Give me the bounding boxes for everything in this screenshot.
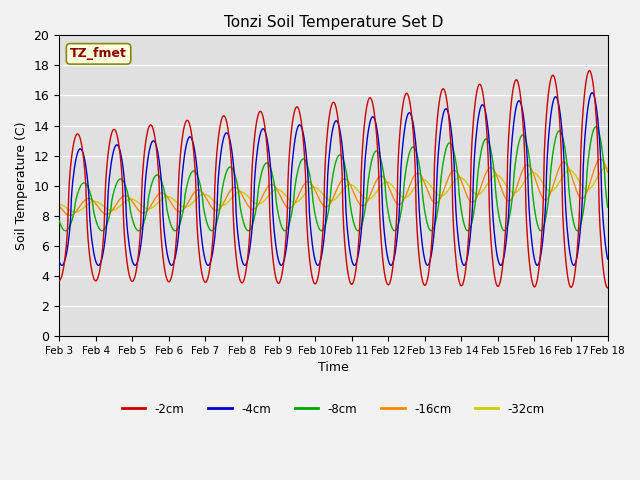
Y-axis label: Soil Temperature (C): Soil Temperature (C) bbox=[15, 121, 28, 250]
X-axis label: Time: Time bbox=[318, 361, 349, 374]
Text: TZ_fmet: TZ_fmet bbox=[70, 48, 127, 60]
Title: Tonzi Soil Temperature Set D: Tonzi Soil Temperature Set D bbox=[224, 15, 443, 30]
Legend: -2cm, -4cm, -8cm, -16cm, -32cm: -2cm, -4cm, -8cm, -16cm, -32cm bbox=[117, 398, 550, 420]
